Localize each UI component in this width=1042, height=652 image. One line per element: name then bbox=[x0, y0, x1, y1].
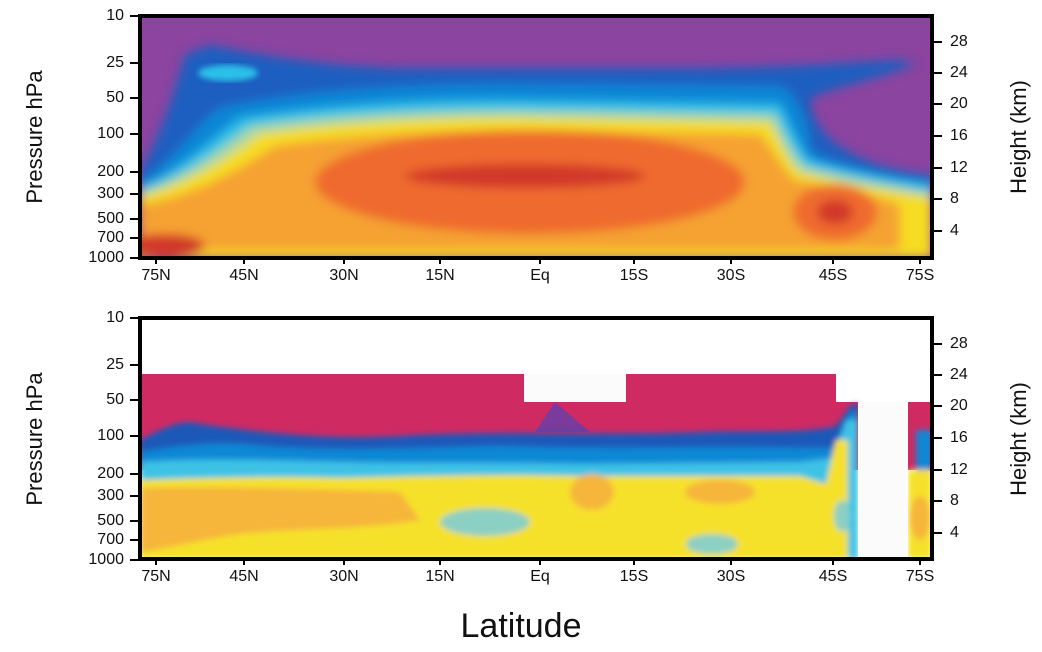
y2-tick-label: 20 bbox=[950, 397, 968, 414]
bottom-teal-blob-2 bbox=[686, 534, 738, 554]
top-red-north-surface bbox=[140, 234, 205, 258]
y-tick-label: 700 bbox=[97, 229, 124, 246]
y-tick-label: 500 bbox=[97, 512, 124, 529]
bottom-south-orange-blob bbox=[910, 496, 930, 540]
x-tick-label: 45N bbox=[229, 568, 258, 585]
top-red-core bbox=[405, 164, 645, 188]
y2-tick-label: 12 bbox=[950, 159, 968, 176]
x-tick-label: 15S bbox=[620, 568, 648, 585]
y-tick-label: 700 bbox=[97, 531, 124, 548]
y2-tick-label: 24 bbox=[950, 64, 968, 81]
y2-tick-label: 8 bbox=[950, 190, 959, 207]
y-tick-label: 100 bbox=[97, 427, 124, 444]
y2-tick-label: 20 bbox=[950, 95, 968, 112]
bottom-y-axis-title: Pressure hPa bbox=[22, 372, 47, 506]
y2-tick-label: 28 bbox=[950, 33, 968, 50]
y-tick-label: 10 bbox=[106, 309, 124, 326]
y-tick-label: 25 bbox=[106, 54, 124, 71]
top-panel: 10 25 50 100 200 300 500 700 1000 28 24 20 16 12 8 4 7… bbox=[22, 7, 1031, 284]
x-tick-label: 75S bbox=[906, 267, 934, 284]
x-tick-label: Eq bbox=[530, 267, 550, 284]
x-axis-title: Latitude bbox=[460, 607, 582, 645]
y-tick-label: 1000 bbox=[88, 551, 124, 568]
bottom-south-blue-column bbox=[916, 430, 932, 470]
x-tick-label: 15N bbox=[425, 267, 454, 284]
bottom-right-axis: 28 24 20 16 12 8 4 bbox=[932, 335, 968, 541]
top-y-axis-title: Pressure hPa bbox=[22, 70, 47, 204]
x-tick-label: 30S bbox=[717, 267, 745, 284]
x-tick-label: 15N bbox=[425, 568, 454, 585]
y-tick-label: 10 bbox=[106, 7, 124, 24]
y-tick-label: 50 bbox=[106, 89, 124, 106]
bottom-left-axis: 10 25 50 100 200 300 500 700 1000 bbox=[88, 309, 140, 568]
bottom-missing-data-gap bbox=[858, 402, 908, 559]
bottom-y2-axis-title: Height (km) bbox=[1006, 382, 1031, 496]
y-tick-label: 300 bbox=[97, 487, 124, 504]
x-tick-label: 15S bbox=[620, 267, 648, 284]
x-tick-label: 30N bbox=[329, 267, 358, 284]
bottom-orange-blob-1 bbox=[570, 474, 614, 510]
x-tick-label: 75S bbox=[906, 568, 934, 585]
top-x-axis: 75N 45N 30N 15N Eq 15S 30S 45S 75S bbox=[141, 258, 934, 284]
top-heatmap bbox=[140, 16, 932, 258]
x-tick-label: 45S bbox=[819, 267, 847, 284]
y-tick-label: 200 bbox=[97, 163, 124, 180]
bottom-orange-region-north bbox=[140, 487, 420, 552]
y-tick-label: 25 bbox=[106, 356, 124, 373]
top-left-axis: 10 25 50 100 200 300 500 700 1000 bbox=[88, 7, 140, 266]
y-tick-label: 500 bbox=[97, 210, 124, 227]
top-y2-axis-title: Height (km) bbox=[1006, 80, 1031, 194]
x-tick-label: 75N bbox=[141, 568, 170, 585]
y2-tick-label: 8 bbox=[950, 492, 959, 509]
y-tick-label: 300 bbox=[97, 185, 124, 202]
y2-tick-label: 4 bbox=[950, 524, 959, 541]
y-tick-label: 100 bbox=[97, 125, 124, 142]
x-tick-label: Eq bbox=[530, 568, 550, 585]
x-tick-label: 75N bbox=[141, 267, 170, 284]
bottom-x-axis: 75N 45N 30N 15N Eq 15S 30S 45S 75S bbox=[141, 559, 934, 585]
y-tick-label: 50 bbox=[106, 391, 124, 408]
y2-tick-label: 16 bbox=[950, 127, 968, 144]
x-tick-label: 45S bbox=[819, 568, 847, 585]
bottom-teal-blob-3 bbox=[834, 500, 850, 532]
x-tick-label: 30N bbox=[329, 568, 358, 585]
top-cyan-blob bbox=[198, 65, 258, 81]
bottom-yellow-region bbox=[140, 440, 848, 559]
x-tick-label: 30S bbox=[717, 568, 745, 585]
x-tick-label: 45N bbox=[229, 267, 258, 284]
y-tick-label: 1000 bbox=[88, 249, 124, 266]
y2-tick-label: 16 bbox=[950, 429, 968, 446]
top-red-south bbox=[817, 200, 853, 224]
y2-tick-label: 12 bbox=[950, 461, 968, 478]
chart-figure: 10 25 50 100 200 300 500 700 1000 28 24 20 16 12 8 4 7… bbox=[22, 7, 1031, 585]
bottom-teal-blob-1 bbox=[440, 508, 530, 536]
bottom-purple-bump bbox=[535, 402, 590, 432]
y2-tick-label: 24 bbox=[950, 366, 968, 383]
bottom-panel: 10 25 50 100 200 300 500 700 1000 28 24 20 16 12 8 4 7… bbox=[22, 309, 1031, 585]
bottom-heatmap bbox=[140, 318, 932, 559]
y2-tick-label: 4 bbox=[950, 222, 959, 239]
bottom-missing-data-gap-eq bbox=[524, 374, 626, 402]
bottom-orange-blob-2 bbox=[685, 480, 755, 504]
top-right-axis: 28 24 20 16 12 8 4 bbox=[932, 33, 968, 239]
y-tick-label: 200 bbox=[97, 465, 124, 482]
y2-tick-label: 28 bbox=[950, 335, 968, 352]
